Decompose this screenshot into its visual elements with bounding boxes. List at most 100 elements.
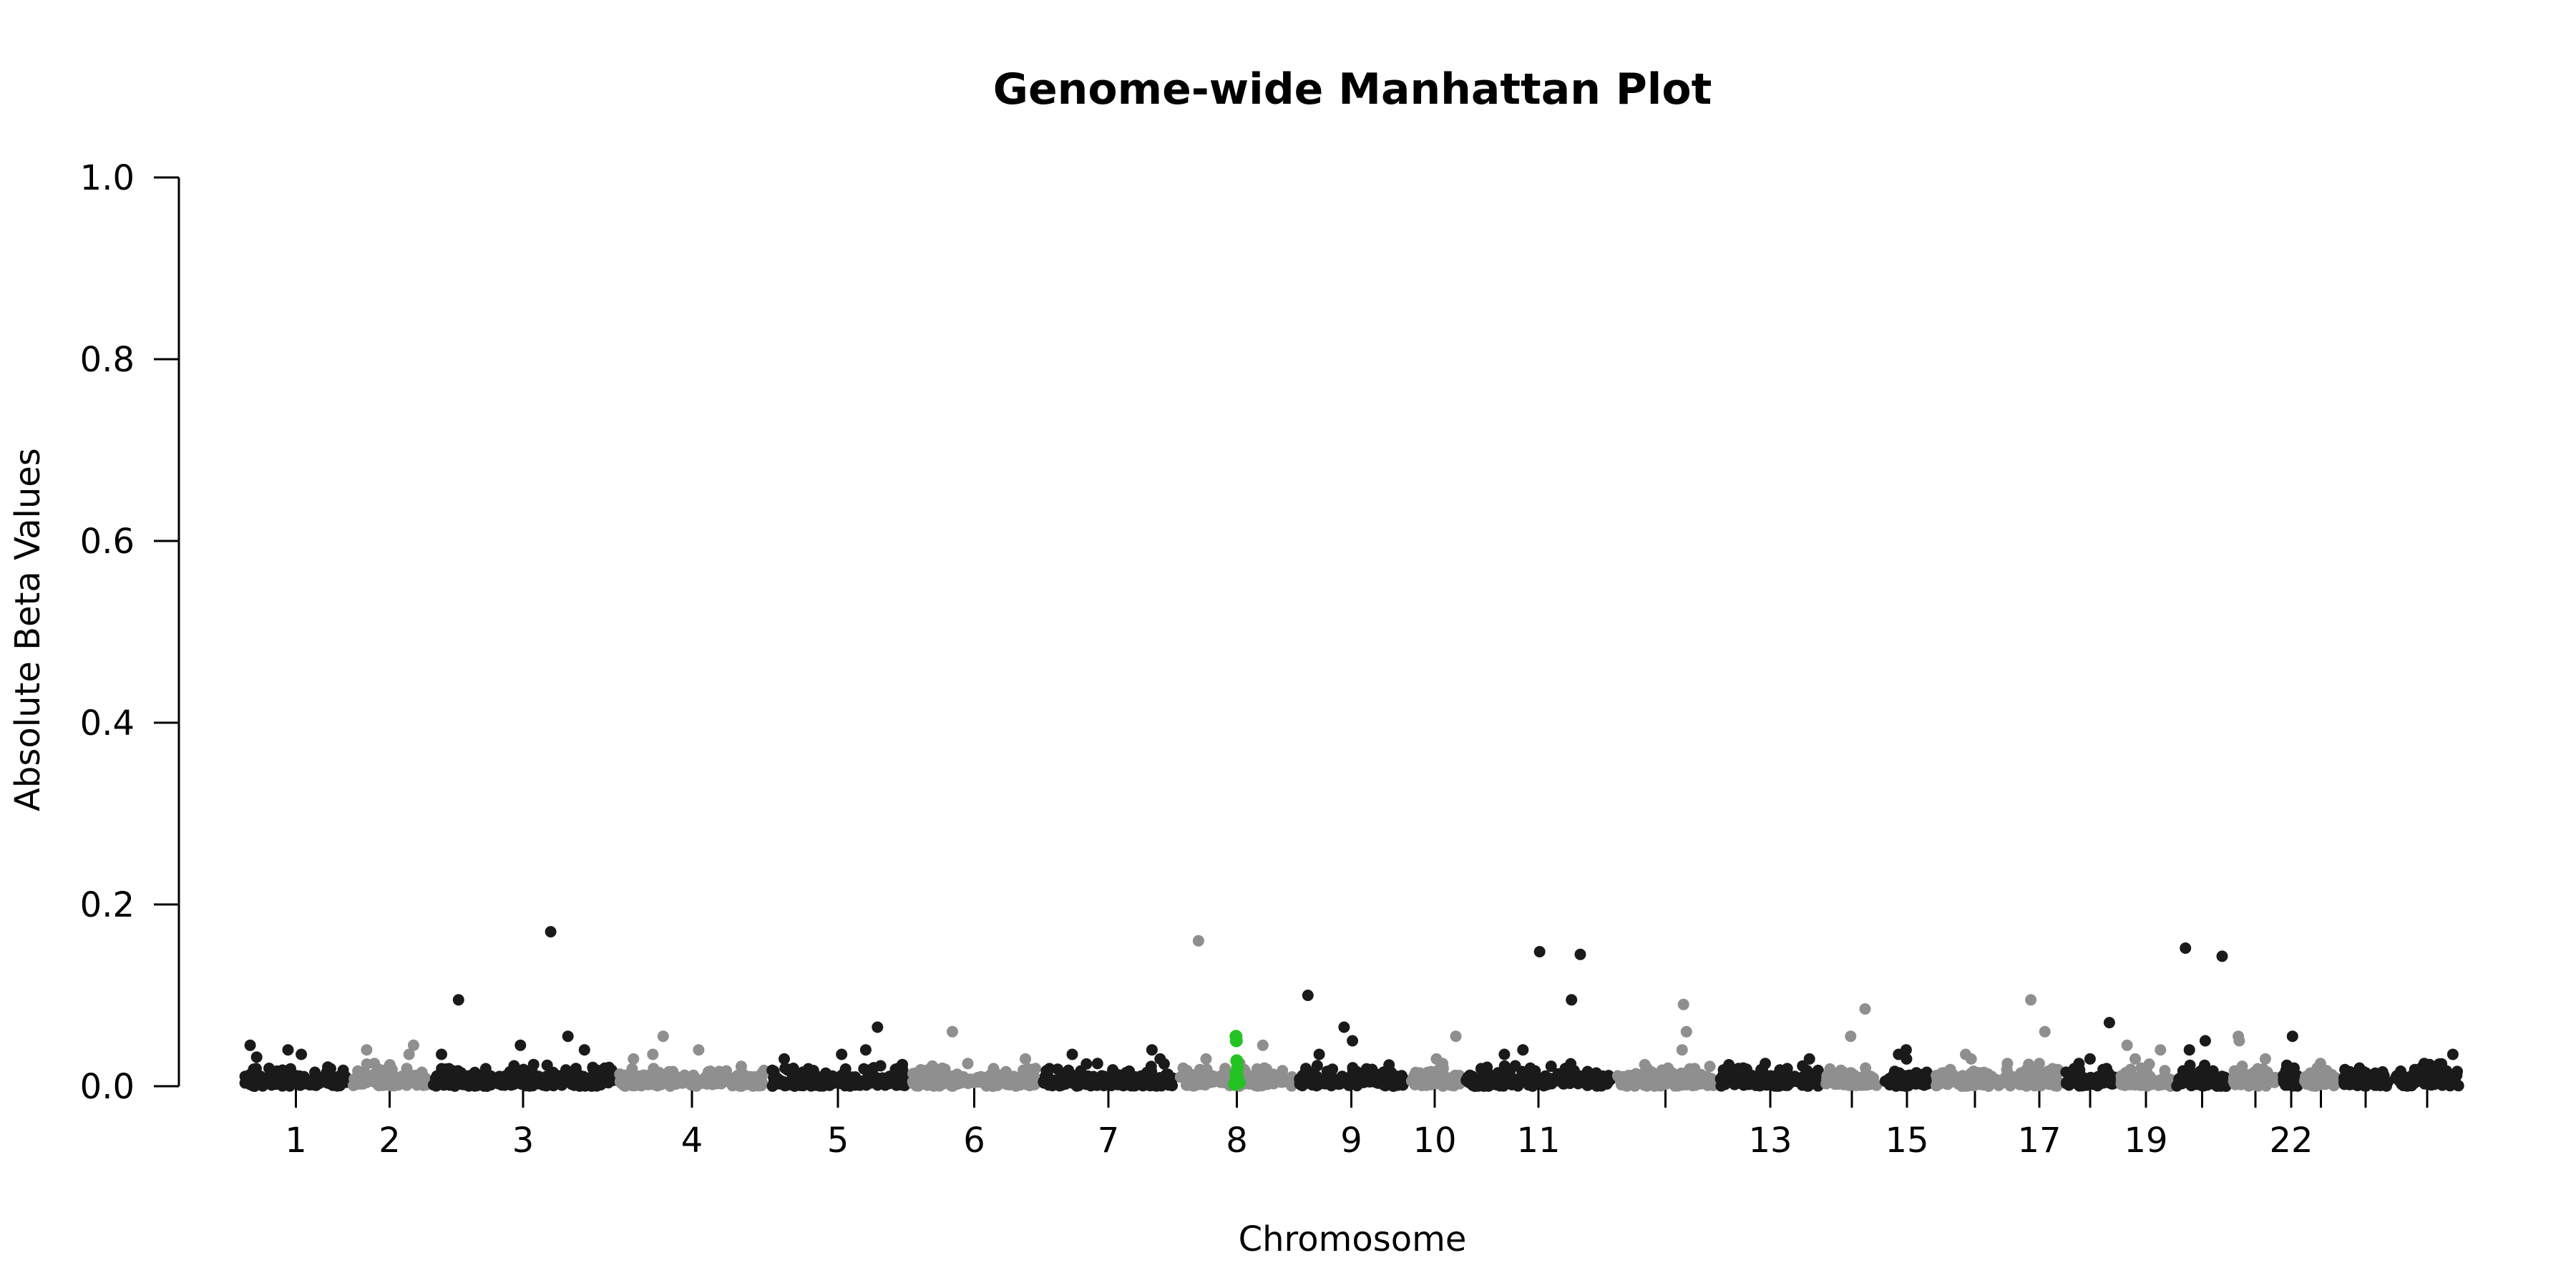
- data-point: [1252, 1075, 1264, 1088]
- data-point: [527, 1058, 540, 1070]
- data-point: [436, 1048, 447, 1060]
- data-point: [1760, 1079, 1772, 1091]
- data-point: [1054, 1078, 1066, 1091]
- data-point: [2311, 1062, 2323, 1074]
- y-tick-label: 0.6: [80, 522, 135, 562]
- data-point: [498, 1074, 510, 1085]
- data-point: [1091, 1058, 1103, 1070]
- data-point: [1565, 1075, 1577, 1087]
- data-point: [1533, 946, 1546, 957]
- data-point: [2259, 1053, 2271, 1065]
- data-point: [2180, 942, 2192, 954]
- data-point: [271, 1074, 283, 1086]
- data-point: [859, 1044, 872, 1056]
- data-point: [332, 1070, 344, 1083]
- x-tick-label: 15: [1885, 1121, 1928, 1161]
- data-point: [997, 1075, 1010, 1087]
- data-point: [1829, 1078, 1841, 1091]
- data-point: [860, 1079, 872, 1091]
- data-point: [2073, 1058, 2085, 1070]
- data-point: [1845, 1067, 1858, 1079]
- data-point: [551, 1072, 563, 1084]
- data-point: [951, 1068, 963, 1080]
- x-axis-label: Chromosome: [1239, 1219, 1467, 1259]
- x-tick-label: 5: [827, 1121, 849, 1161]
- data-point: [429, 1073, 441, 1084]
- data-point: [688, 1069, 699, 1081]
- x-tick-label: 4: [681, 1121, 703, 1161]
- data-point: [323, 1070, 335, 1082]
- data-point: [419, 1072, 431, 1084]
- data-point: [1302, 990, 1314, 1001]
- data-point: [1080, 1058, 1093, 1070]
- data-point: [1314, 1073, 1326, 1085]
- data-point: [2025, 994, 2037, 1006]
- data-point: [2143, 1058, 2155, 1070]
- data-point: [1568, 1065, 1580, 1077]
- data-point: [1812, 1064, 1824, 1076]
- data-point: [2257, 1078, 2269, 1090]
- data-point: [924, 1067, 937, 1079]
- data-point: [1517, 1044, 1529, 1056]
- data-point: [1277, 1065, 1289, 1077]
- data-point: [452, 994, 464, 1006]
- data-point: [647, 1048, 659, 1060]
- data-point: [1824, 1063, 1836, 1075]
- data-point: [766, 1080, 779, 1092]
- data-point: [1200, 1053, 1212, 1065]
- y-tick-label: 1.0: [80, 158, 135, 198]
- data-point: [2102, 1074, 2114, 1086]
- data-point: [1682, 1065, 1694, 1077]
- data-point: [1530, 1073, 1542, 1085]
- data-point: [2409, 1074, 2421, 1086]
- data-point: [2199, 1035, 2211, 1047]
- data-point: [2030, 1078, 2042, 1090]
- data-point: [2072, 1067, 2083, 1079]
- x-tick-label: 11: [1516, 1121, 1560, 1161]
- data-point: [1347, 1035, 1359, 1047]
- data-point: [1719, 1073, 1731, 1085]
- data-point: [1472, 1080, 1484, 1092]
- data-point: [2308, 1078, 2320, 1091]
- x-tick-label: 9: [1340, 1121, 1362, 1161]
- data-point: [2092, 1076, 2104, 1088]
- data-point: [1422, 1066, 1433, 1078]
- data-point: [1300, 1063, 1312, 1075]
- data-point: [779, 1053, 790, 1065]
- data-point: [1383, 1059, 1395, 1071]
- data-point: [1680, 1025, 1692, 1038]
- data-point: [245, 1078, 256, 1091]
- data-point: [713, 1065, 726, 1078]
- data-point: [1154, 1053, 1166, 1065]
- data-point: [244, 1039, 256, 1051]
- data-point: [2448, 1075, 2460, 1087]
- data-point: [282, 1044, 294, 1056]
- data-point: [947, 1025, 958, 1038]
- data-point: [1259, 1068, 1272, 1080]
- data-point: [2199, 1070, 2210, 1082]
- x-axis: 1 2 3 4 5 6 7 8 9 10 11 13 15 17 19 22: [285, 1086, 2429, 1161]
- data-point: [2326, 1068, 2338, 1080]
- data-point: [1965, 1053, 1977, 1065]
- data-point: [603, 1061, 615, 1073]
- data-point: [1855, 1073, 1867, 1085]
- data-point: [283, 1080, 296, 1092]
- data-point: [787, 1063, 799, 1074]
- data-point: [1257, 1039, 1269, 1051]
- data-point: [1629, 1069, 1641, 1081]
- data-point: [836, 1048, 848, 1060]
- data-point: [1973, 1076, 1985, 1088]
- y-axis-label: Absolute Beta Values: [8, 448, 48, 811]
- data-point: [2356, 1067, 2368, 1078]
- data-point: [2236, 1060, 2248, 1073]
- data-point: [1518, 1075, 1530, 1087]
- data-point: [1742, 1078, 1754, 1091]
- y-tick-label: 0.0: [80, 1067, 135, 1107]
- data-point: [1437, 1058, 1449, 1070]
- data-point: [802, 1063, 814, 1075]
- data-point: [628, 1053, 640, 1065]
- data-point: [296, 1048, 308, 1060]
- data-point: [599, 1072, 611, 1084]
